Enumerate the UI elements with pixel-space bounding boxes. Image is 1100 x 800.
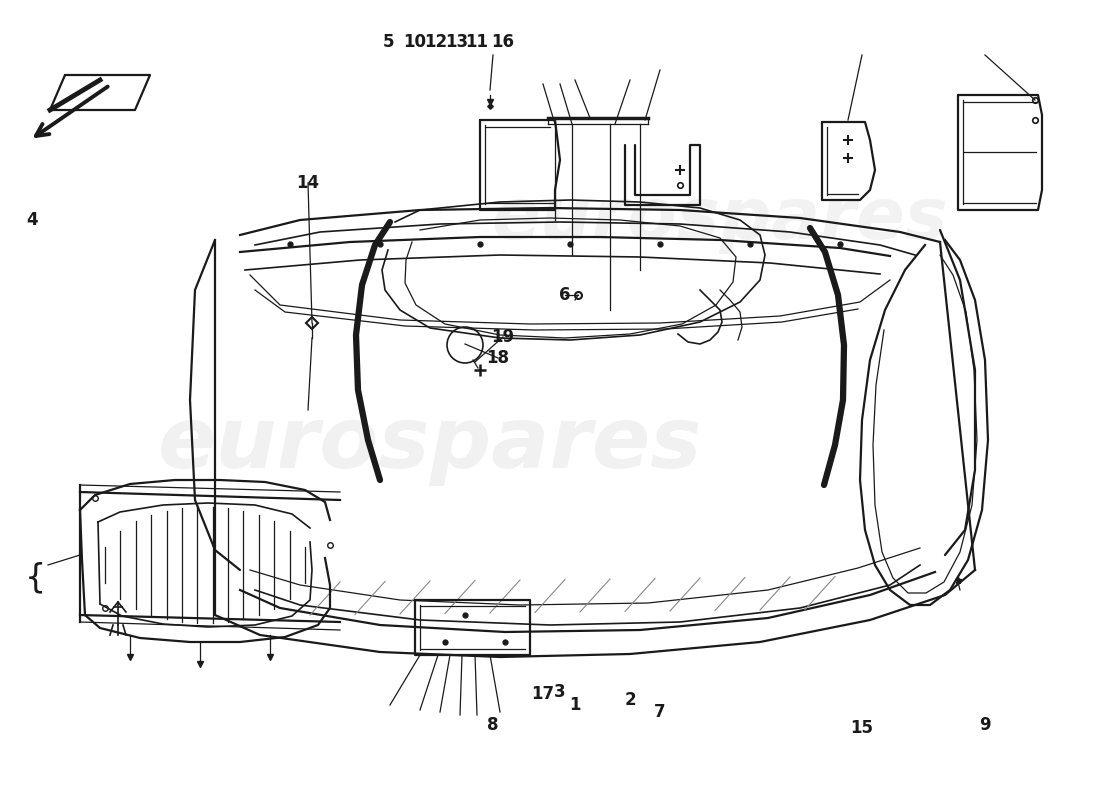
Text: 12: 12	[425, 33, 448, 51]
Text: 2: 2	[624, 691, 636, 709]
Text: eurospares: eurospares	[157, 403, 702, 486]
Text: 5: 5	[383, 33, 394, 51]
Text: 9: 9	[979, 716, 991, 734]
Text: 7: 7	[654, 703, 666, 721]
Text: 19: 19	[492, 328, 515, 346]
Text: 17: 17	[531, 685, 554, 703]
Text: 13: 13	[446, 33, 469, 51]
Text: eurospares: eurospares	[492, 186, 948, 254]
Text: 4: 4	[26, 211, 37, 229]
Text: 15: 15	[850, 719, 873, 737]
Text: 18: 18	[486, 349, 509, 367]
Text: {: {	[24, 562, 45, 594]
Text: 16: 16	[492, 33, 515, 51]
Text: 8: 8	[487, 716, 498, 734]
Text: 11: 11	[465, 33, 488, 51]
Text: 10: 10	[404, 33, 427, 51]
Text: 1: 1	[570, 696, 581, 714]
Text: 6: 6	[559, 286, 571, 304]
Text: 14: 14	[296, 174, 320, 192]
Text: 3: 3	[554, 683, 565, 701]
